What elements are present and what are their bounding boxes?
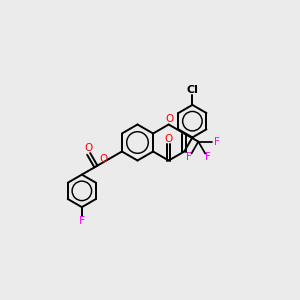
Text: O: O [84, 143, 92, 153]
Text: O: O [99, 154, 107, 164]
Text: O: O [165, 114, 173, 124]
Text: F: F [214, 136, 220, 147]
Text: Cl: Cl [187, 85, 199, 95]
Text: F: F [186, 152, 192, 162]
Text: F: F [79, 216, 85, 226]
Text: F: F [205, 152, 210, 162]
Text: O: O [165, 134, 173, 144]
